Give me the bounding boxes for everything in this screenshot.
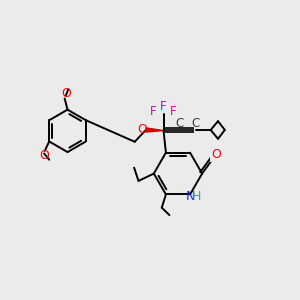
Text: O: O <box>137 123 147 136</box>
Text: O: O <box>211 148 221 161</box>
Polygon shape <box>146 128 164 132</box>
Text: H: H <box>192 190 201 203</box>
Text: O: O <box>39 149 49 162</box>
Text: O: O <box>61 87 71 100</box>
Text: C: C <box>192 117 200 130</box>
Text: N: N <box>186 190 196 203</box>
Text: O: O <box>211 148 221 161</box>
Text: F: F <box>160 100 167 112</box>
Text: F: F <box>150 105 157 118</box>
Text: F: F <box>170 105 176 118</box>
Text: C: C <box>176 117 184 130</box>
